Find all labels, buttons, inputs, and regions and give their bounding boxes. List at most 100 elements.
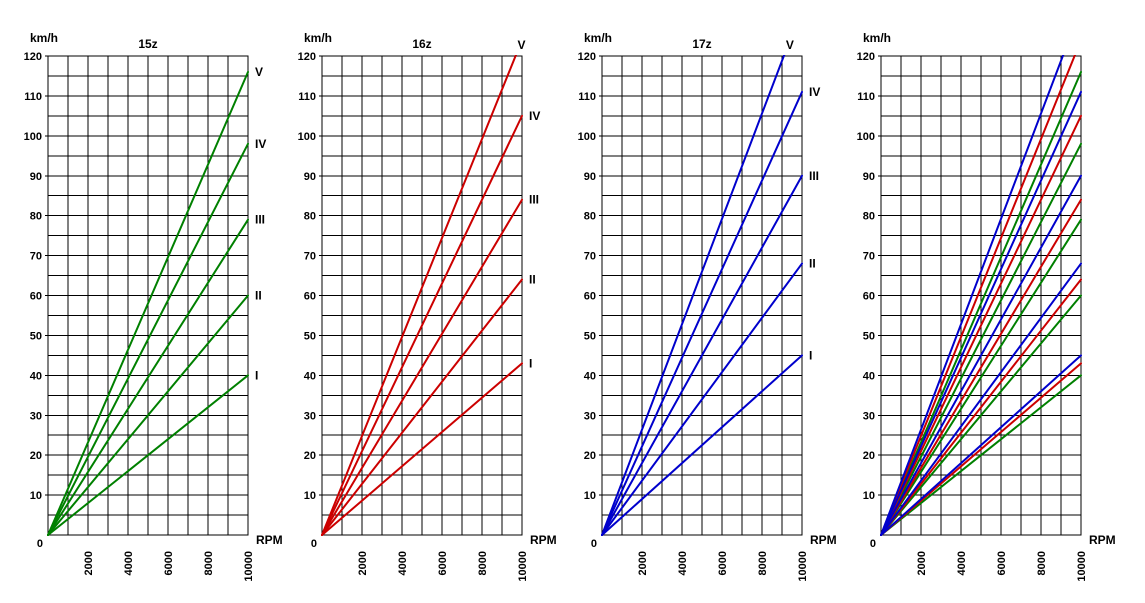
series-line-16z-III <box>321 198 523 536</box>
series-line-15z-I <box>880 374 1082 536</box>
x-tick-label: 4000 <box>956 551 968 575</box>
y-tick-label: 120 <box>24 51 42 63</box>
y-tick-label: 70 <box>304 251 316 263</box>
x-tick-label: 2000 <box>357 551 369 575</box>
y-tick-label: 10 <box>863 490 875 502</box>
series-line-15z-IV <box>47 142 249 536</box>
x-tick-label: 8000 <box>757 551 769 575</box>
y-tick-label: 20 <box>30 450 42 462</box>
series-line-16z-V <box>321 55 518 536</box>
y-tick-label: 30 <box>304 410 316 422</box>
series-line-17z-V <box>880 55 1065 536</box>
x-tick-label: 10000 <box>243 551 255 582</box>
chart-title: 16z <box>412 37 431 51</box>
series-line-17z-V <box>601 55 786 536</box>
x-tick-label: 4000 <box>123 551 135 575</box>
chart-combined-svg: km/h RPM 10 20 30 40 50 60 70 80 90 100 110 120 0 2000 4… <box>857 31 1116 582</box>
y-tick-label: 50 <box>863 330 875 342</box>
y-tick-label: 120 <box>298 51 316 63</box>
y-tick-label: 80 <box>304 211 316 223</box>
y-tick-label: 70 <box>863 251 875 263</box>
chart-17z-svg: km/h RPM 17z 10 20 30 40 50 60 70 80 90 100 110 120 0 20… <box>578 31 837 582</box>
y-tick-label: 50 <box>30 330 42 342</box>
gear-label-16z-II: II <box>529 273 536 287</box>
y-tick-label: 10 <box>30 490 42 502</box>
x-axis-unit-label: RPM <box>810 533 837 547</box>
y-tick-label: 20 <box>863 450 875 462</box>
series-line-17z-I <box>601 354 803 536</box>
y-axis-unit-label: km/h <box>863 31 891 45</box>
gear-label-17z-IV: IV <box>809 85 820 99</box>
y-tick-label: 50 <box>304 330 316 342</box>
gear-label-16z-I: I <box>529 356 532 370</box>
series-line-16z-IV <box>880 114 1082 536</box>
x-axis-unit-label: RPM <box>256 533 283 547</box>
x-tick-label: 2000 <box>916 551 928 575</box>
series-line-16z-II <box>321 278 523 536</box>
gear-label-15z-IV: IV <box>255 137 266 151</box>
x-tick-label: 10000 <box>1076 551 1088 582</box>
series-line-16z-V <box>880 55 1077 536</box>
x-tick-label: 8000 <box>203 551 215 575</box>
gear-label-15z-III: III <box>255 213 265 227</box>
x-tick-label: 10000 <box>797 551 809 582</box>
gear-label-15z-II: II <box>255 289 262 303</box>
plot-border <box>321 55 523 536</box>
series-line-16z-II <box>880 278 1082 536</box>
y-tick-label: 100 <box>857 131 875 143</box>
x-tick-label: 2000 <box>83 551 95 575</box>
chart-panel-15z: km/h RPM 15z 10 20 30 40 50 60 70 80 90 100 110 120 0 20… <box>0 0 312 603</box>
series-line-15z-V <box>880 70 1082 536</box>
gear-label-17z-III: III <box>809 169 819 183</box>
grid <box>45 55 248 535</box>
y-tick-label: 70 <box>584 251 596 263</box>
series-lines <box>321 55 523 536</box>
y-tick-label: 100 <box>578 131 596 143</box>
series-line-15z-IV <box>880 142 1082 536</box>
gear-label-17z-V: V <box>786 38 794 52</box>
y-tick-label: 90 <box>304 171 316 183</box>
chart-15z-svg: km/h RPM 15z 10 20 30 40 50 60 70 80 90 100 110 120 0 20… <box>24 31 283 582</box>
chart-text: km/h RPM 17z 10 20 30 40 50 60 70 80 90 100 110 120 0 20… <box>578 31 837 582</box>
y-tick-label: 80 <box>863 211 875 223</box>
y-tick-label: 100 <box>24 131 42 143</box>
y-tick-label: 100 <box>298 131 316 143</box>
x-tick-label: 8000 <box>1036 551 1048 575</box>
y-tick-label: 30 <box>30 410 42 422</box>
y-tick-label: 40 <box>304 370 316 382</box>
series-line-15z-III <box>47 218 249 536</box>
y-tick-label: 40 <box>584 370 596 382</box>
y-tick-label: 90 <box>30 171 42 183</box>
y-tick-label: 40 <box>30 370 42 382</box>
series-line-17z-I <box>880 354 1082 536</box>
y-tick-label: 90 <box>863 171 875 183</box>
y-tick-label: 60 <box>30 291 42 303</box>
series-line-15z-I <box>47 374 249 536</box>
y-tick-label: 60 <box>584 291 596 303</box>
series-line-15z-II <box>880 294 1082 536</box>
y-tick-label: 40 <box>863 370 875 382</box>
x-tick-label: 6000 <box>996 551 1008 575</box>
y-tick-label: 90 <box>584 171 596 183</box>
series-line-17z-III <box>880 174 1082 536</box>
chart-panel-17z: km/h RPM 17z 10 20 30 40 50 60 70 80 90 100 110 120 0 20… <box>554 0 866 603</box>
y-tick-label: 110 <box>857 91 875 103</box>
x-axis-unit-label: RPM <box>530 533 557 547</box>
x-tick-label: 2000 <box>637 551 649 575</box>
x-tick-label: 10000 <box>517 551 529 582</box>
series-lines <box>601 55 803 536</box>
plot-border <box>601 55 803 536</box>
origin-label: 0 <box>591 538 597 550</box>
grid <box>319 55 522 535</box>
y-tick-label: 80 <box>584 211 596 223</box>
y-tick-label: 10 <box>304 490 316 502</box>
origin-label: 0 <box>311 538 317 550</box>
series-line-17z-II <box>880 262 1082 536</box>
y-axis-unit-label: km/h <box>304 31 332 45</box>
y-tick-label: 30 <box>863 410 875 422</box>
gear-label-17z-II: II <box>809 257 816 271</box>
series-line-17z-II <box>601 262 803 536</box>
series-line-15z-II <box>47 294 249 536</box>
series-lines <box>880 55 1082 536</box>
